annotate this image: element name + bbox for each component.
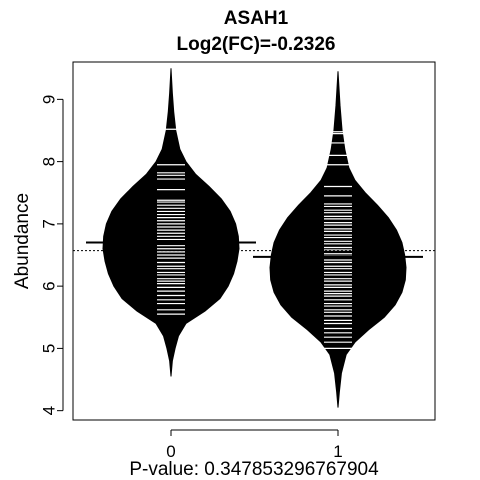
y-tick-label: 4 xyxy=(39,406,58,415)
chart-title: ASAH1 xyxy=(224,8,289,29)
x-tick-label: 0 xyxy=(166,442,175,461)
y-tick-label: 7 xyxy=(39,219,58,228)
mean-lines-layer xyxy=(73,241,435,258)
y-axis: 4 5 6 7 8 9 xyxy=(39,95,64,415)
beans-layer xyxy=(102,68,407,408)
bean-shape-1 xyxy=(269,71,407,408)
x-axis-label: P-value: 0.347853296767904 xyxy=(129,459,379,480)
bean-shape-0 xyxy=(102,68,240,377)
plot-frame xyxy=(72,61,436,421)
chart-subtitle: Log2(FC)=-0.2326 xyxy=(177,34,336,55)
x-tick-label: 1 xyxy=(333,442,342,461)
y-tick-label: 9 xyxy=(39,95,58,104)
y-tick-label: 5 xyxy=(39,344,58,353)
y-tick-label: 8 xyxy=(39,157,58,166)
y-axis-label: Abundance xyxy=(12,193,33,289)
y-tick-label: 6 xyxy=(39,281,58,290)
